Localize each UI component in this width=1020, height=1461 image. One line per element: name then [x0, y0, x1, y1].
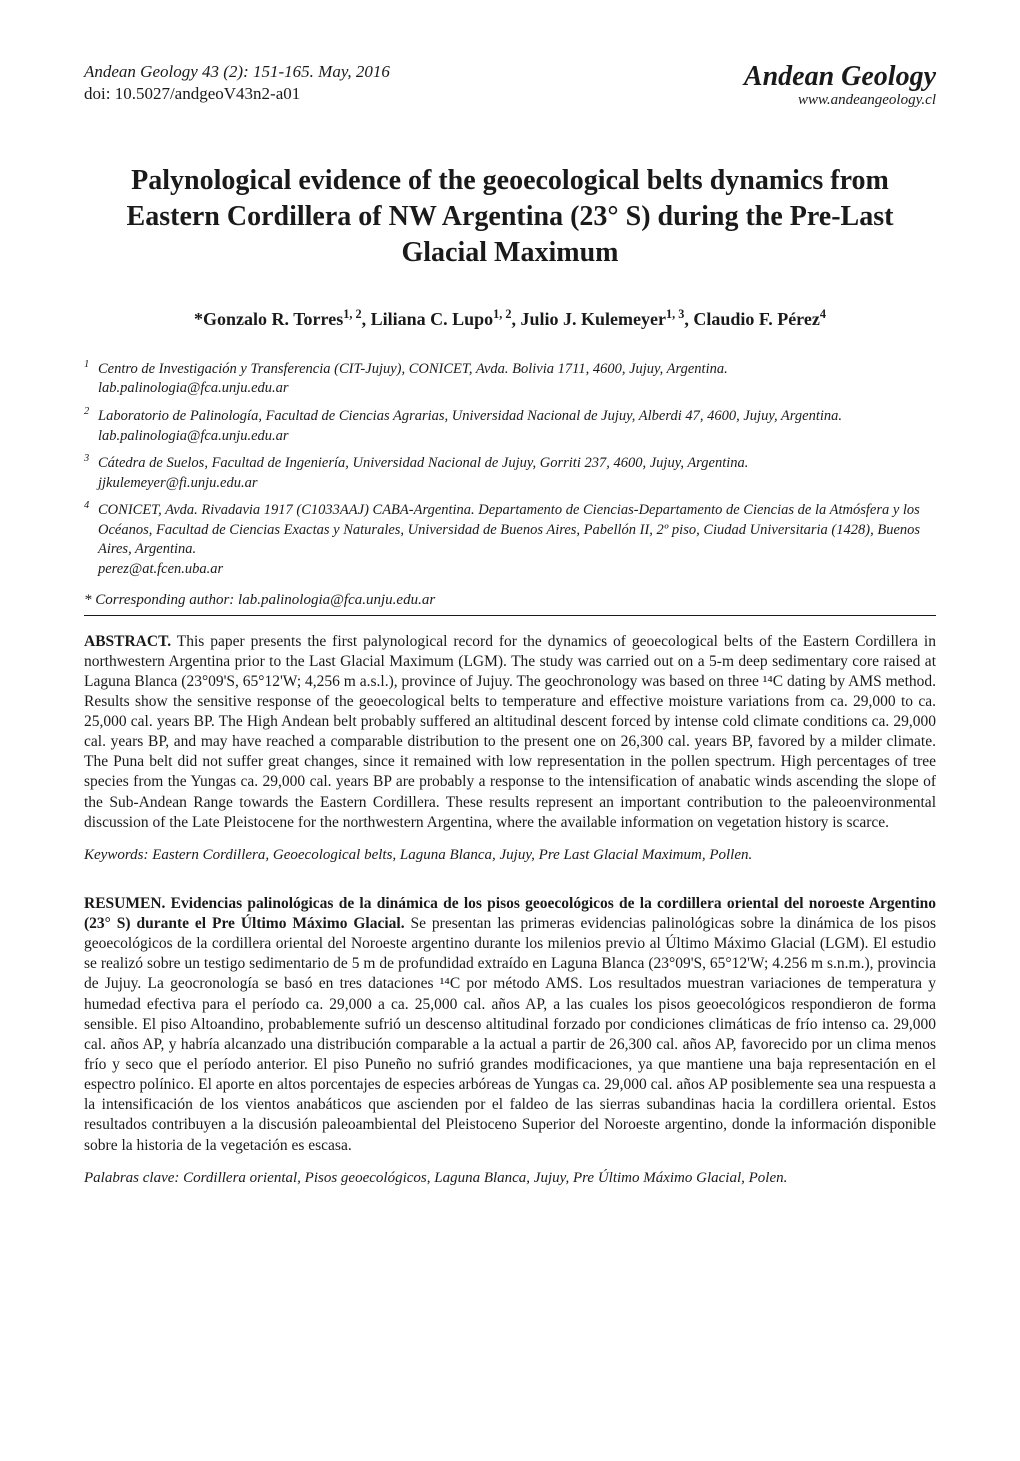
journal-reference: Andean Geology 43 (2): 151-165. May, 201… [84, 62, 390, 82]
header-right: Andean Geology www.andeangeology.cl [744, 62, 936, 109]
abstract-body: This paper presents the first palynologi… [84, 633, 936, 831]
affiliation-2-email: lab.palinologia@fca.unju.edu.ar [98, 428, 289, 444]
author-2: Liliana C. Lupo [371, 309, 494, 329]
affiliation-4-body: CONICET, Avda. Rivadavia 1917 (C1033AAJ)… [98, 502, 920, 557]
author-2-sup: 1, 2 [493, 307, 511, 321]
author-1-sup: 1, 2 [343, 307, 361, 321]
affiliation-2-num: 2 [84, 405, 98, 444]
affiliation-4: 4 CONICET, Avda. Rivadavia 1917 (C1033AA… [84, 501, 936, 579]
affiliation-3-body: Cátedra de Suelos, Facultad de Ingenierí… [98, 455, 748, 471]
author-3: Julio J. Kulemeyer [520, 309, 665, 329]
authors-line: *Gonzalo R. Torres1, 2, Liliana C. Lupo1… [84, 307, 936, 330]
resumen-block: RESUMEN. Evidencias palinológicas de la … [84, 894, 936, 1156]
affiliation-4-text: CONICET, Avda. Rivadavia 1917 (C1033AAJ)… [98, 501, 936, 579]
affiliation-1-email: lab.palinologia@fca.unju.edu.ar [98, 380, 289, 396]
affiliation-4-num: 4 [84, 499, 98, 577]
palabras-clave-line: Palabras clave: Cordillera oriental, Pis… [84, 1170, 936, 1187]
resumen-body: Se presentan las primeras evidencias pal… [84, 915, 936, 1154]
affiliation-1: 1 Centro de Investigación y Transferenci… [84, 360, 936, 399]
article-title: Palynological evidence of the geoecologi… [84, 163, 936, 270]
page-container: Andean Geology 43 (2): 151-165. May, 201… [0, 0, 1020, 1247]
corresponding-author: * Corresponding author: lab.palinologia@… [84, 592, 936, 609]
journal-brand: Andean Geology [744, 62, 936, 91]
affiliation-3: 3 Cátedra de Suelos, Facultad de Ingenie… [84, 454, 936, 493]
divider-rule [84, 615, 936, 616]
sep-3: , [684, 309, 693, 329]
affiliations-block: 1 Centro de Investigación y Transferenci… [84, 360, 936, 580]
author-4: Claudio F. Pérez [693, 309, 820, 329]
running-header: Andean Geology 43 (2): 151-165. May, 201… [84, 62, 936, 109]
affiliation-3-num: 3 [84, 452, 98, 491]
header-left: Andean Geology 43 (2): 151-165. May, 201… [84, 62, 390, 104]
doi-text: doi: 10.5027/andgeoV43n2-a01 [84, 84, 390, 104]
keywords-line: Keywords: Eastern Cordillera, Geoecologi… [84, 847, 936, 864]
author-4-sup: 4 [820, 307, 826, 321]
affiliation-1-body: Centro de Investigación y Transferencia … [98, 361, 728, 377]
abstract-lead: ABSTRACT. [84, 633, 171, 650]
affiliation-2: 2 Laboratorio de Palinología, Facultad d… [84, 407, 936, 446]
abstract-block: ABSTRACT. This paper presents the first … [84, 632, 936, 833]
author-1: *Gonzalo R. Torres [194, 309, 343, 329]
affiliation-3-email: jjkulemeyer@fi.unju.edu.ar [98, 475, 258, 491]
sep-1: , [362, 309, 371, 329]
affiliation-3-text: Cátedra de Suelos, Facultad de Ingenierí… [98, 454, 936, 493]
affiliation-1-text: Centro de Investigación y Transferencia … [98, 360, 936, 399]
journal-url: www.andeangeology.cl [744, 92, 936, 109]
affiliation-1-num: 1 [84, 358, 98, 397]
affiliation-2-body: Laboratorio de Palinología, Facultad de … [98, 408, 842, 424]
author-3-sup: 1, 3 [666, 307, 684, 321]
affiliation-4-email: perez@at.fcen.uba.ar [98, 561, 223, 577]
affiliation-2-text: Laboratorio de Palinología, Facultad de … [98, 407, 936, 446]
